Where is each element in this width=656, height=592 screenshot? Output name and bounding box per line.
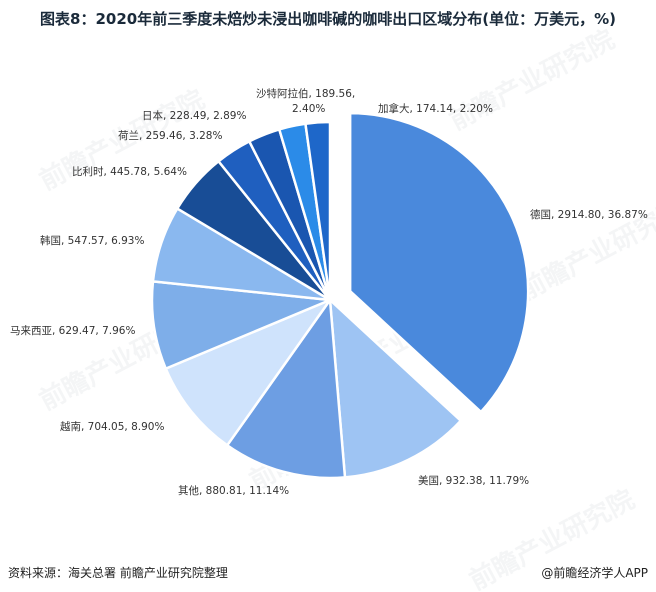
pie-slices bbox=[150, 111, 530, 480]
slice-label-8: 荷兰, 259.46, 3.28% bbox=[118, 129, 222, 142]
source-note: 资料来源：海关总署 前瞻产业研究院整理 bbox=[8, 566, 228, 580]
brand-text: @前瞻经济学人APP bbox=[541, 566, 648, 580]
pie-slice-1 bbox=[348, 111, 530, 414]
slice-label-2: 美国, 932.38, 11.79% bbox=[418, 474, 529, 487]
pie-slice-5 bbox=[150, 280, 331, 371]
slice-label-3: 其他, 880.81, 11.14% bbox=[178, 484, 289, 497]
chart-title: 图表8：2020年前三季度未焙炒未浸出咖啡碱的咖啡出口区域分布(单位：万美元，%… bbox=[40, 10, 616, 28]
pie-slice-11 bbox=[304, 120, 332, 301]
slice-label-10: 沙特阿拉伯, 189.56, bbox=[256, 87, 355, 100]
pie-labels: 德国, 2914.80, 36.87% 美国, 932.38, 11.79% 其他,… bbox=[10, 87, 648, 497]
slice-label-10-line2: 2.40% bbox=[292, 103, 325, 115]
pie-slice-2 bbox=[328, 296, 463, 479]
slice-label-4: 越南, 704.05, 8.90% bbox=[60, 420, 164, 433]
pie-slice-3 bbox=[225, 296, 347, 480]
slice-label-7: 比利时, 445.78, 5.64% bbox=[72, 165, 187, 178]
pie-slice-4 bbox=[164, 297, 334, 448]
slice-label-1: 德国, 2914.80, 36.87% bbox=[530, 208, 648, 221]
slice-label-11: 加拿大, 174.14, 2.20% bbox=[378, 102, 493, 115]
slice-label-5: 马来西亚, 629.47, 7.96% bbox=[10, 325, 135, 337]
slice-label-9: 日本, 228.49, 2.89% bbox=[142, 109, 246, 122]
slice-label-6: 韩国, 547.57, 6.93% bbox=[40, 234, 144, 247]
brand-credit: @前瞻经济学人APP bbox=[541, 564, 648, 581]
